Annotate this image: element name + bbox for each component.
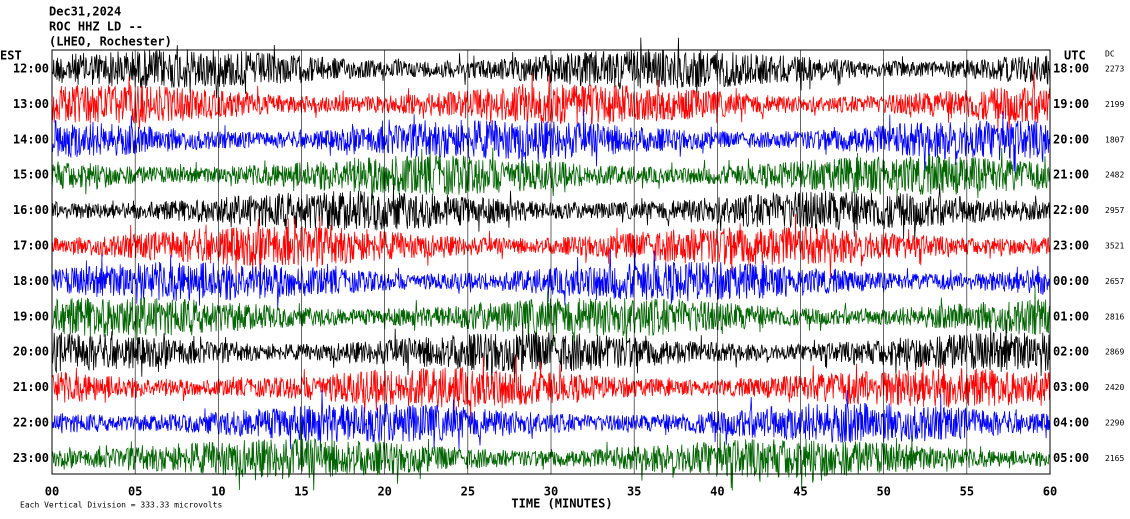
- utc-label: 19:00: [1053, 97, 1089, 111]
- x-tick-label: 30: [544, 485, 558, 499]
- dc-label: 2165: [1105, 454, 1124, 463]
- est-label: 13:00: [13, 97, 49, 111]
- est-label: 19:00: [13, 309, 49, 323]
- dc-label: 2420: [1105, 383, 1124, 392]
- footnote: Each Vertical Division = 333.33 microvol…: [20, 501, 222, 510]
- dc-label: 2273: [1105, 65, 1124, 74]
- est-label: 14:00: [13, 132, 49, 146]
- x-axis-title: TIME (MINUTES): [511, 497, 612, 511]
- dc-label: 1807: [1105, 135, 1124, 144]
- est-label: 18:00: [13, 274, 49, 288]
- date: Dec31,2024: [49, 5, 121, 19]
- dc-label: 2657: [1105, 277, 1124, 286]
- left-axis-title: EST: [0, 49, 22, 63]
- dc-label: 2482: [1105, 171, 1124, 180]
- utc-label: 00:00: [1053, 274, 1089, 288]
- utc-label: 18:00: [1053, 62, 1089, 76]
- dc-label: 2957: [1105, 206, 1124, 215]
- dc-label: 2869: [1105, 348, 1124, 357]
- utc-label: 01:00: [1053, 309, 1089, 323]
- dc-label: 2290: [1105, 419, 1124, 428]
- dc-title: DC: [1105, 50, 1115, 59]
- est-label: 20:00: [13, 345, 49, 359]
- utc-label: 22:00: [1053, 203, 1089, 217]
- x-tick-label: 20: [377, 485, 391, 499]
- utc-label: 23:00: [1053, 239, 1089, 253]
- x-tick-label: 00: [45, 485, 59, 499]
- x-tick-label: 45: [793, 485, 807, 499]
- est-label: 15:00: [13, 168, 49, 182]
- station: ROC HHZ LD --: [49, 20, 143, 34]
- right-axis-title: UTC: [1064, 49, 1086, 63]
- x-tick-label: 35: [627, 485, 641, 499]
- est-label: 22:00: [13, 416, 49, 430]
- utc-label: 20:00: [1053, 132, 1089, 146]
- est-label: 12:00: [13, 62, 49, 76]
- x-tick-label: 05: [128, 485, 142, 499]
- x-tick-label: 15: [294, 485, 308, 499]
- est-label: 21:00: [13, 380, 49, 394]
- x-tick-label: 40: [710, 485, 724, 499]
- est-label: 23:00: [13, 451, 49, 465]
- x-tick-label: 50: [876, 485, 890, 499]
- utc-label: 02:00: [1053, 345, 1089, 359]
- location: (LHEO, Rochester): [49, 35, 172, 49]
- utc-label: 04:00: [1053, 416, 1089, 430]
- utc-label: 03:00: [1053, 380, 1089, 394]
- x-tick-label: 25: [461, 485, 475, 499]
- dc-label: 2816: [1105, 312, 1124, 321]
- utc-label: 21:00: [1053, 168, 1089, 182]
- est-label: 17:00: [13, 239, 49, 253]
- dc-label: 2199: [1105, 100, 1124, 109]
- x-tick-label: 55: [960, 485, 974, 499]
- x-tick-label: 60: [1043, 485, 1057, 499]
- est-label: 16:00: [13, 203, 49, 217]
- utc-label: 05:00: [1053, 451, 1089, 465]
- x-tick-label: 10: [211, 485, 225, 499]
- dc-label: 3521: [1105, 242, 1124, 251]
